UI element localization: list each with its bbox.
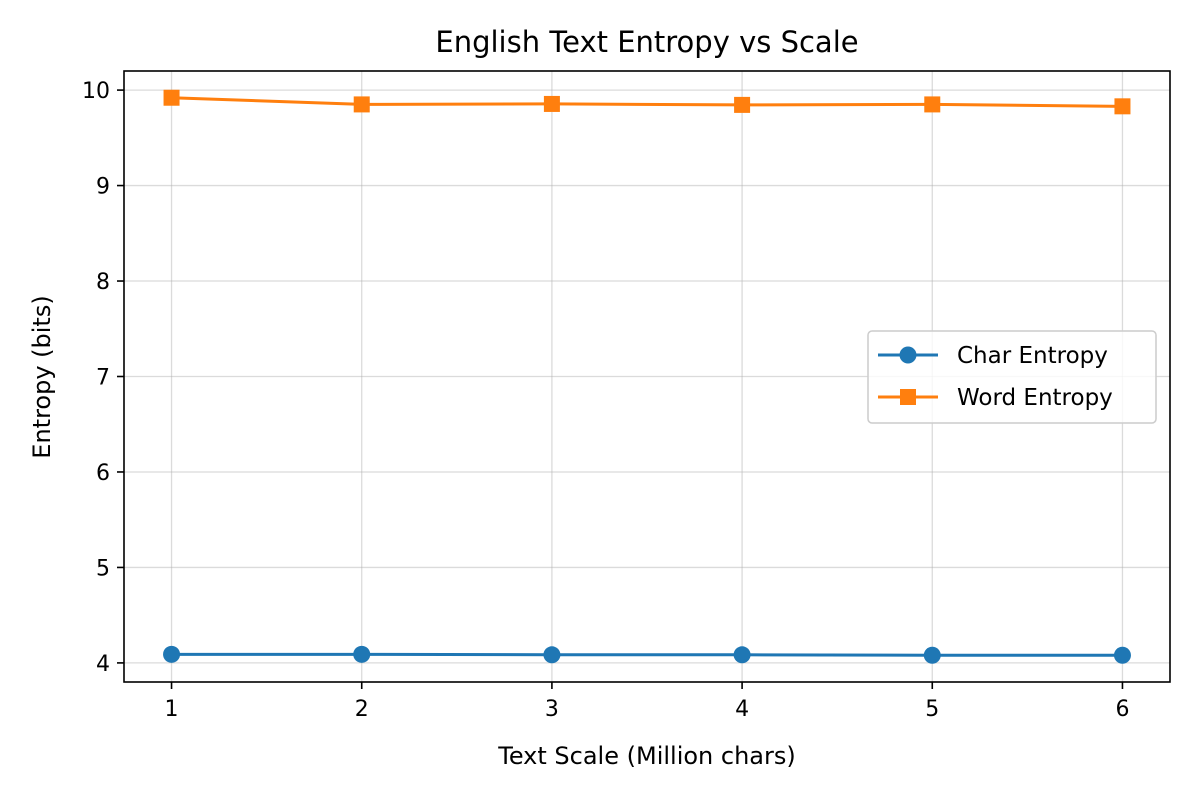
- x-axis-label: Text Scale (Million chars): [497, 742, 795, 770]
- char-entropy-legend-label: Char Entropy: [957, 343, 1108, 369]
- word-entropy-line: [171, 96, 1123, 108]
- char-entropy-legend-marker: [899, 346, 917, 364]
- y-tick-label: 6: [96, 461, 110, 486]
- char-entropy-point: [353, 645, 371, 663]
- char-entropy-point: [1113, 646, 1131, 664]
- char-entropy-point: [163, 645, 181, 663]
- char-entropy-point: [733, 646, 751, 664]
- x-tick-label: 5: [925, 697, 939, 722]
- legend-box: [867, 330, 1157, 424]
- x-tick-label: 3: [545, 697, 559, 722]
- word-entropy-point: [734, 96, 751, 113]
- word-entropy-point: [163, 89, 180, 106]
- y-tick-label: 8: [96, 270, 110, 295]
- y-tick-label: 9: [96, 175, 110, 200]
- legend: Char Entropy Word Entropy: [867, 330, 1157, 424]
- word-entropy-point: [543, 95, 560, 112]
- y-tick-label: 5: [96, 556, 110, 581]
- word-entropy-point: [1114, 98, 1131, 115]
- y-axis-ticks: 4 5 6 7 8 9 10: [82, 79, 124, 677]
- word-entropy-legend-label: Word Entropy: [957, 385, 1113, 411]
- y-tick-label: 10: [82, 79, 110, 104]
- word-entropy-point: [353, 96, 370, 113]
- y-tick-label: 7: [96, 366, 110, 391]
- char-entropy-point: [543, 646, 561, 664]
- x-tick-label: 6: [1115, 697, 1129, 722]
- x-tick-label: 4: [735, 697, 749, 722]
- x-tick-label: 1: [165, 697, 179, 722]
- y-tick-label: 4: [96, 652, 110, 677]
- char-entropy-line: [171, 652, 1123, 657]
- series-lines: [171, 96, 1123, 657]
- word-entropy-legend-marker: [900, 389, 916, 405]
- x-tick-label: 2: [355, 697, 369, 722]
- char-entropy-point: [923, 646, 941, 664]
- chart-title: English Text Entropy vs Scale: [435, 25, 858, 59]
- word-entropy-point: [924, 96, 941, 113]
- y-axis-label: Entropy (bits): [28, 295, 56, 458]
- x-axis-ticks: 1 2 3 4 5 6: [165, 682, 1129, 722]
- series-markers: [163, 89, 1131, 664]
